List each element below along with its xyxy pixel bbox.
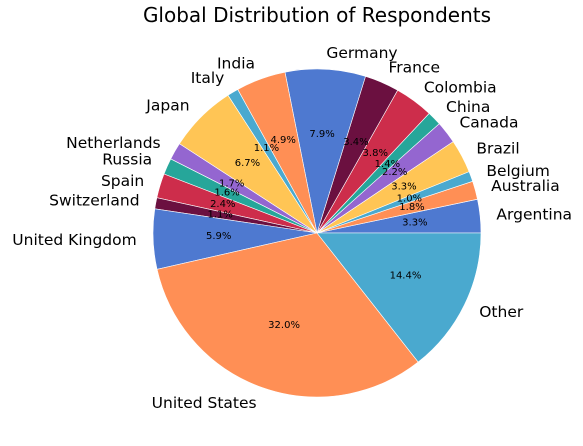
pct-label-united-kingdom: 5.9% bbox=[206, 231, 231, 242]
pct-label-colombia: 3.8% bbox=[363, 148, 388, 159]
slice-label-netherlands: Netherlands bbox=[66, 134, 160, 152]
pct-label-china: 1.4% bbox=[375, 159, 400, 170]
slice-label-spain: Spain bbox=[101, 172, 144, 190]
slice-label-australia: Australia bbox=[491, 177, 560, 195]
slice-label-other: Other bbox=[479, 303, 524, 321]
slice-label-germany: Germany bbox=[326, 44, 397, 62]
pct-label-switzerland: 1.1% bbox=[208, 210, 233, 221]
pct-label-brazil: 3.3% bbox=[391, 181, 416, 192]
slice-label-brazil: Brazil bbox=[476, 140, 519, 158]
slice-label-switzerland: Switzerland bbox=[49, 191, 139, 209]
pie-slices bbox=[152, 68, 482, 398]
pct-label-france: 3.4% bbox=[343, 137, 368, 148]
pct-label-netherlands: 1.7% bbox=[219, 178, 244, 189]
slice-label-united-states: United States bbox=[152, 394, 257, 412]
pct-label-russia: 1.6% bbox=[214, 188, 239, 199]
slice-label-argentina: Argentina bbox=[496, 205, 572, 223]
pct-label-spain: 2.4% bbox=[210, 199, 235, 210]
pct-label-japan: 6.7% bbox=[235, 158, 260, 169]
chart-title: Global Distribution of Respondents bbox=[143, 3, 491, 27]
pct-label-australia: 1.8% bbox=[399, 202, 424, 213]
slice-label-united-kingdom: United Kingdom bbox=[12, 231, 136, 249]
slice-label-france: France bbox=[388, 58, 440, 76]
pct-label-india: 4.9% bbox=[270, 135, 295, 146]
pct-label-argentina: 3.3% bbox=[402, 217, 427, 228]
slice-label-japan: Japan bbox=[145, 96, 189, 114]
pct-label-belgium: 1.0% bbox=[397, 194, 422, 205]
slice-label-canada: Canada bbox=[459, 113, 518, 131]
pct-label-germany: 7.9% bbox=[309, 129, 334, 140]
slice-label-italy: Italy bbox=[191, 69, 225, 87]
slice-label-belgium: Belgium bbox=[486, 162, 550, 180]
pie-slice-other bbox=[316, 232, 482, 363]
pct-label-italy: 1.1% bbox=[254, 143, 279, 154]
pct-label-united-states: 32.0% bbox=[268, 320, 300, 331]
percent-labels: 3.3% 1.8%1.0% 3.3% 2.2%1.4%3.8%3.4% 7.9% 4.9%… bbox=[206, 129, 428, 331]
pct-label-other: 14.4% bbox=[390, 271, 422, 282]
pie-slice-united-states bbox=[156, 232, 419, 398]
slice-label-russia: Russia bbox=[102, 151, 152, 169]
slice-label-colombia: Colombia bbox=[424, 79, 497, 97]
slice-label-china: China bbox=[446, 98, 490, 116]
pct-label-canada: 2.2% bbox=[382, 167, 407, 178]
slice-label-india: India bbox=[217, 55, 255, 73]
